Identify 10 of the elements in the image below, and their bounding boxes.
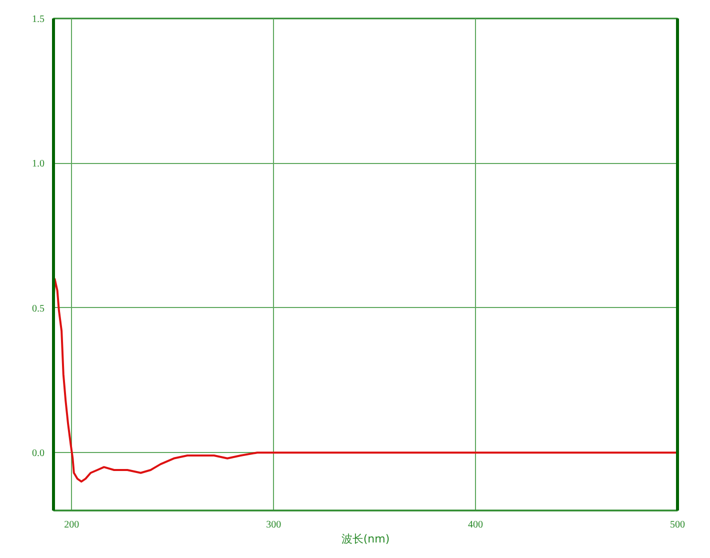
line-series <box>54 278 678 483</box>
x-tick-label: 300 <box>266 520 282 530</box>
y-tick-label: 0.0 <box>32 448 44 460</box>
y-tick-label: 0.5 <box>32 303 44 314</box>
y-tick-label: 1.0 <box>32 158 44 170</box>
y-tick-label: 1.5 <box>32 14 44 25</box>
x-tick-label: 400 <box>468 520 484 530</box>
x-tick-label: 200 <box>64 520 80 530</box>
x-axis-title: 波长(nm) <box>341 532 390 546</box>
x-tick-label: 500 <box>670 520 685 530</box>
